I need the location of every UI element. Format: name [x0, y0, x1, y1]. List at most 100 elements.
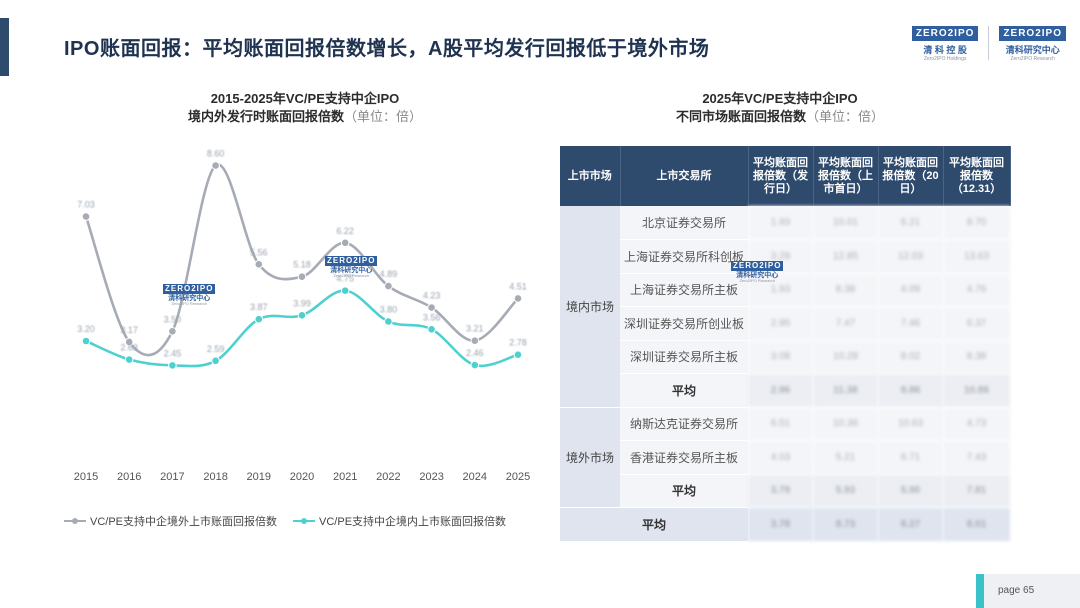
value-cell: 6.71: [878, 440, 943, 475]
average-label: 平均: [620, 474, 748, 508]
data-point-overseas: [513, 294, 523, 303]
chart-watermark-right: ZERO2IPO 清科研究中心 Zero2IPO Research: [325, 256, 378, 278]
value-cell: 4.76: [943, 273, 1010, 307]
table-row: 深圳证券交易所创业板 2.95 7.47 7.46 6.37: [560, 306, 1010, 341]
value-cell: 8.01: [943, 507, 1010, 542]
watermark-mark: ZERO2IPO: [163, 284, 216, 294]
value-cell: 8.73: [813, 507, 878, 542]
watermark-en: Zero2IPO Research: [739, 278, 776, 283]
logo-cn-text: 清 科 控 股: [923, 45, 967, 55]
data-label-domestic: 3.20: [77, 324, 95, 334]
table-row: 境内市场 北京证券交易所 1.93 10.01 6.21 8.70: [560, 206, 1010, 408]
data-point-domestic: [470, 360, 480, 370]
chart-title-line1: 2015-2025年VC/PE支持中企IPO: [210, 91, 400, 106]
value-cell: 10.63: [878, 407, 943, 441]
data-label-overseas: 3.17: [120, 325, 138, 335]
data-label-domestic: 2.45: [164, 348, 182, 358]
logo-cn-text: 清科研究中心: [1005, 45, 1060, 55]
legend-label-overseas: VC/PE支持中企境外上市账面回报倍数: [90, 516, 278, 528]
data-point-overseas: [168, 326, 177, 336]
value-cell: 3.08: [748, 340, 813, 374]
data-label-domestic: 3.99: [293, 298, 311, 308]
value-cell: 8.70: [943, 206, 1010, 240]
average-label: 平均: [620, 373, 748, 408]
chart-title: 2015-2025年VC/PE支持中企IPO 境内外发行时账面回报倍数（单位：倍…: [110, 90, 500, 126]
value-cell: 7.46: [878, 306, 943, 341]
return-multiple-table: 上市市场 上市交易所 平均账面回报倍数（发行日） 平均账面回报倍数（上市首日） …: [560, 146, 1011, 542]
data-point-domestic: [168, 361, 177, 370]
logo-mark: ZERO2IPO: [911, 26, 979, 41]
table-title: 2025年VC/PE支持中企IPO 不同市场账面回报倍数（单位：倍）: [600, 90, 960, 126]
table-header-row: 上市市场 上市交易所 平均账面回报倍数（发行日） 平均账面回报倍数（上市首日） …: [560, 146, 1011, 206]
header-first-day: 平均账面回报倍数（上市首日）: [813, 146, 879, 206]
watermark-en: Zero2IPO Research: [171, 301, 208, 306]
data-point-overseas: [211, 161, 220, 170]
value-cell: 2.95: [748, 306, 813, 341]
exchange-cell: 纳斯达克证券交易所: [620, 407, 748, 441]
chart-title-line2: 境内外发行时账面回报倍数（单位：倍）: [110, 108, 500, 126]
data-label-overseas: 3.50: [164, 314, 182, 324]
watermark-cn: 清科研究中心: [736, 272, 779, 279]
data-label-overseas: 7.03: [77, 200, 95, 210]
value-cell: 6.37: [943, 306, 1010, 341]
page-number: 65: [1023, 585, 1035, 596]
legend-item-overseas: VC/PE支持中企境外上市账面回报倍数: [64, 513, 277, 529]
value-cell: 7.47: [813, 306, 878, 341]
data-point-overseas: [340, 238, 350, 248]
data-label-overseas: 4.89: [380, 269, 398, 279]
data-label-overseas: 8.60: [207, 149, 225, 159]
data-label-domestic: 2.59: [207, 344, 225, 354]
data-label-domestic: 3.87: [250, 302, 268, 312]
data-label-overseas: 5.18: [293, 260, 311, 270]
watermark-mark: ZERO2IPO: [325, 256, 378, 266]
value-cell: 3.78: [748, 507, 813, 542]
header-year-end: 平均账面回报倍数（12.31）: [943, 146, 1011, 206]
value-cell: 8.38: [813, 273, 878, 307]
watermark-mark: ZERO2IPO: [731, 261, 784, 271]
legend-swatch-overseas: [64, 517, 86, 525]
logo-en-text: Zero2IPO Holdings: [923, 56, 967, 62]
value-cell: 5.21: [813, 440, 878, 475]
value-cell: 7.43: [943, 440, 1010, 475]
value-cell: 6.21: [878, 206, 943, 240]
value-cell: 7.81: [943, 474, 1010, 508]
watermark-cn: 清科研究中心: [330, 267, 373, 274]
page-indicator-bar: [976, 574, 984, 608]
zero2ipo-holdings-logo: ZERO2IPO 清 科 控 股 Zero2IPO Holdings: [911, 26, 979, 62]
table-row: 上海证券交易所主板 1.93 8.38 4.09 4.76: [560, 273, 1010, 307]
chart-title-main: 境内外发行时账面回报倍数: [187, 109, 344, 124]
table-row: 深圳证券交易所主板 3.08 10.28 8.02 8.38: [560, 340, 1010, 374]
data-label-overseas: 4.51: [509, 281, 527, 291]
data-point-overseas: [81, 212, 91, 221]
total-average-label: 平均: [560, 507, 748, 542]
table-row-total-average: 平均 3.78 8.73 8.27 8.01: [560, 507, 1010, 542]
data-label-overseas: 3.21: [466, 324, 484, 334]
data-label-overseas: 6.22: [336, 226, 354, 236]
data-label-domestic: 2.78: [509, 338, 527, 348]
watermark-en: Zero2IPO Research: [333, 273, 370, 278]
header-logos: ZERO2IPO 清 科 控 股 Zero2IPO Holdings ZERO2…: [911, 26, 1066, 62]
market-overseas: 境外市场: [560, 407, 620, 508]
table-row-overseas-average: 平均 3.79 5.93 5.90 7.81: [560, 474, 1010, 508]
data-point-overseas: [124, 337, 134, 347]
exchange-cell: 北京证券交易所: [620, 206, 748, 240]
chart-legend: VC/PE支持中企境外上市账面回报倍数 VC/PE支持中企境内上市账面回报倍数: [64, 513, 506, 529]
value-cell: 1.93: [748, 206, 813, 240]
x-tick-label: 2023: [419, 471, 443, 483]
data-point-domestic: [81, 336, 91, 346]
table-watermark: ZERO2IPO 清科研究中心 Zero2IPO Research: [731, 261, 784, 283]
x-tick-label: 2015: [74, 471, 98, 483]
value-cell: 10.86: [943, 373, 1010, 408]
value-cell: 8.27: [878, 507, 943, 542]
value-cell: 6.51: [748, 407, 813, 441]
exchange-cell: 深圳证券交易所创业板: [620, 306, 748, 341]
x-tick-label: 2017: [160, 471, 184, 483]
data-label-domestic: 3.80: [380, 305, 398, 315]
x-tick-label: 2022: [376, 471, 400, 483]
table-title-line1: 2025年VC/PE支持中企IPO: [702, 91, 858, 106]
value-cell: 4.03: [748, 440, 813, 475]
table-row-domestic-average: 平均 2.96 11.38 8.86 10.86: [560, 373, 1010, 408]
value-cell: 13.63: [943, 239, 1010, 274]
market-domestic: 境内市场: [560, 206, 620, 408]
